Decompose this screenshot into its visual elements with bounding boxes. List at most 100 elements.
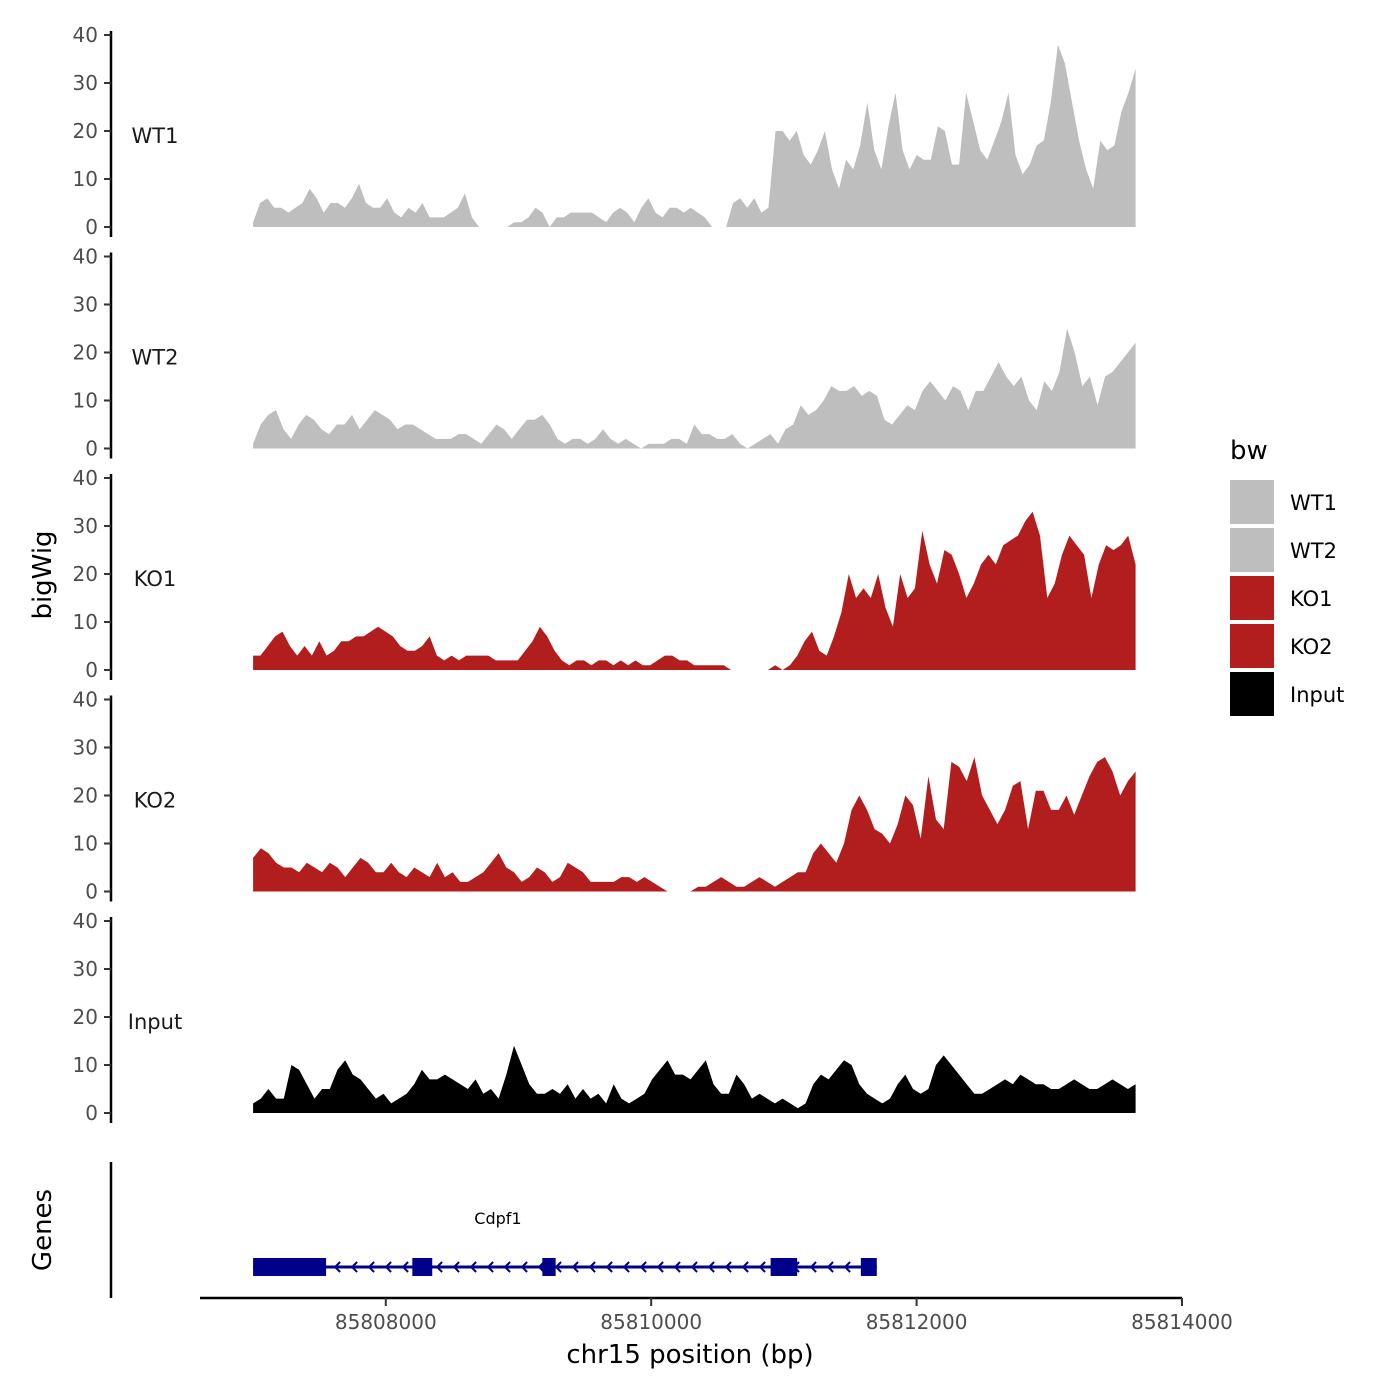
track-label-ko2: KO2 (134, 789, 177, 813)
y-tick-label: 30 (73, 71, 98, 95)
y-tick-label: 30 (73, 957, 98, 981)
y-tick-label: 20 (73, 784, 98, 808)
track-ko2: 0 10 20 30 40 KO2 (73, 688, 1136, 904)
track-label-input: Input (128, 1010, 182, 1034)
strand-arrow (826, 1261, 834, 1273)
strand-arrow (741, 1261, 749, 1273)
exon (542, 1258, 556, 1276)
y-tick-label: 10 (73, 167, 98, 191)
strand-arrow (452, 1261, 460, 1273)
y-tick-label: 40 (73, 909, 98, 933)
strand-arrow (622, 1261, 630, 1273)
strand-arrow (367, 1261, 375, 1273)
legend-label-ko2: KO2 (1290, 635, 1333, 659)
strand-arrow (588, 1261, 596, 1273)
strand-arrow (350, 1261, 358, 1273)
y-tick-label: 10 (73, 832, 98, 856)
strand-arrow (469, 1261, 477, 1273)
strand-arrow (571, 1261, 579, 1273)
gene-shapes: Cdpf1 (253, 1209, 877, 1276)
legend-label-wt1: WT1 (1290, 491, 1337, 515)
track-ko1: 0 10 20 30 40 KO1 (73, 466, 1136, 682)
y-tick-label: 0 (85, 1101, 98, 1125)
y-axis-title: bigWig (28, 530, 58, 619)
y-tick-label: 0 (85, 880, 98, 904)
track-label-ko1: KO1 (134, 567, 177, 591)
area-ko1 (253, 511, 1136, 670)
strand-arrow (401, 1261, 409, 1273)
area-input (253, 1045, 1136, 1113)
y-tick-label: 10 (73, 610, 98, 634)
strand-arrow (554, 1261, 562, 1273)
strand-arrow (605, 1261, 613, 1273)
track-label-wt1: WT1 (132, 124, 179, 148)
x-tick-label: 85810000 (600, 1310, 702, 1334)
exon (253, 1258, 327, 1276)
tracks-group: 0 10 20 30 40 WT1 0 10 20 30 40 WT2 0 10 20 30 40 KO1 0 10 2… (73, 23, 1136, 1125)
legend-label-wt2: WT2 (1290, 539, 1337, 563)
strand-arrow (724, 1261, 732, 1273)
y-tick-label: 30 (73, 514, 98, 538)
y-tick-label: 0 (85, 215, 98, 239)
legend-items: WT1 WT2 KO1 KO2 Input (1230, 480, 1344, 716)
strand-arrow (333, 1261, 341, 1273)
strand-arrow (639, 1261, 647, 1273)
y-tick-label: 10 (73, 389, 98, 413)
y-tick-label: 40 (73, 245, 98, 269)
exon (860, 1258, 877, 1276)
x-axis-title: chr15 position (bp) (566, 1340, 813, 1370)
legend-key-wt1 (1230, 480, 1274, 524)
area-wt1 (253, 44, 1136, 227)
y-tick-label: 40 (73, 688, 98, 712)
legend-key-ko1 (1230, 576, 1274, 620)
genes-axis-title: Genes (28, 1189, 58, 1271)
x-ticks: 85808000 85810000 85812000 85814000 (335, 1298, 1233, 1334)
area-ko2 (253, 757, 1136, 892)
y-tick-label: 0 (85, 437, 98, 461)
legend-key-ko2 (1230, 624, 1274, 668)
strand-arrow (809, 1261, 817, 1273)
track-label-wt2: WT2 (132, 346, 179, 370)
area-wt2 (253, 328, 1136, 449)
y-tick-label: 20 (73, 1005, 98, 1029)
strand-arrow (758, 1261, 766, 1273)
y-tick-label: 20 (73, 341, 98, 365)
x-tick-label: 85808000 (335, 1310, 437, 1334)
strand-arrow (673, 1261, 681, 1273)
strand-arrow (520, 1261, 528, 1273)
exon (412, 1258, 433, 1276)
gene-label: Cdpf1 (474, 1209, 521, 1228)
genes-panel: Genes Cdpf1 (28, 1162, 877, 1298)
strand-arrow (503, 1261, 511, 1273)
strand-arrow (435, 1261, 443, 1273)
y-tick-label: 20 (73, 562, 98, 586)
y-tick-label: 0 (85, 658, 98, 682)
x-tick-label: 85812000 (866, 1310, 968, 1334)
strand-arrow (384, 1261, 392, 1273)
legend: bw WT1 WT2 KO1 KO2 Input (1230, 436, 1344, 716)
strand-arrow (843, 1261, 851, 1273)
y-tick-label: 30 (73, 736, 98, 760)
strand-arrow (690, 1261, 698, 1273)
track-input: 0 10 20 30 40 Input (73, 909, 1136, 1125)
exon (770, 1258, 798, 1276)
x-tick-label: 85814000 (1131, 1310, 1233, 1334)
legend-label-input: Input (1290, 683, 1344, 707)
strand-arrow (486, 1261, 494, 1273)
x-axis: 85808000 85810000 85812000 85814000 chr15 p… (200, 1296, 1233, 1370)
legend-label-ko1: KO1 (1290, 587, 1333, 611)
y-tick-label: 20 (73, 119, 98, 143)
legend-title: bw (1230, 436, 1268, 466)
strand-arrow (656, 1261, 664, 1273)
strand-arrow (707, 1261, 715, 1273)
track-wt2: 0 10 20 30 40 WT2 (73, 245, 1136, 461)
legend-key-wt2 (1230, 528, 1274, 572)
gene-cdpf1: Cdpf1 (253, 1209, 877, 1276)
legend-key-input (1230, 672, 1274, 716)
y-tick-label: 40 (73, 23, 98, 47)
y-tick-label: 30 (73, 293, 98, 317)
track-wt1: 0 10 20 30 40 WT1 (73, 23, 1136, 239)
y-tick-label: 40 (73, 466, 98, 490)
y-tick-label: 10 (73, 1053, 98, 1077)
